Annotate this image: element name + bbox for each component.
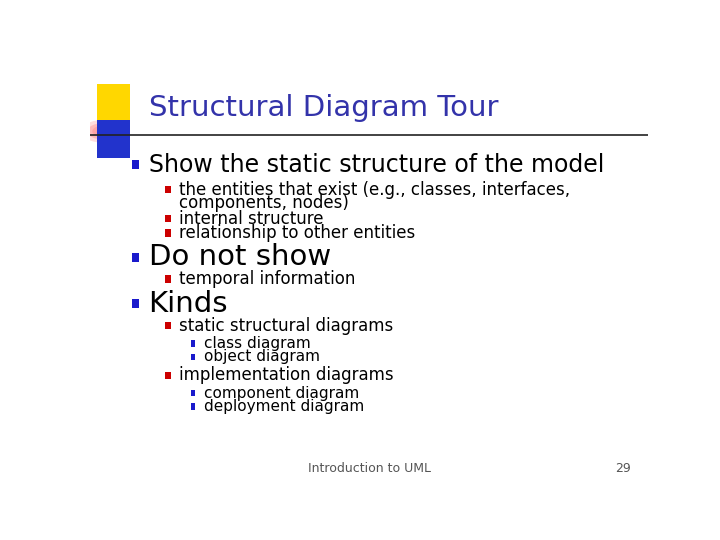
Bar bbox=[132, 253, 140, 262]
Bar bbox=[97, 120, 130, 158]
Text: temporal information: temporal information bbox=[179, 270, 356, 288]
Text: implementation diagrams: implementation diagrams bbox=[179, 367, 394, 384]
Bar bbox=[191, 340, 195, 347]
Text: 29: 29 bbox=[616, 462, 631, 475]
Text: class diagram: class diagram bbox=[204, 336, 311, 351]
Text: relationship to other entities: relationship to other entities bbox=[179, 224, 415, 242]
Bar bbox=[191, 390, 195, 396]
Bar bbox=[132, 299, 140, 308]
Ellipse shape bbox=[92, 125, 116, 137]
Bar bbox=[166, 230, 171, 237]
Bar bbox=[191, 354, 195, 360]
Ellipse shape bbox=[96, 127, 112, 135]
Text: the entities that exist (e.g., classes, interfaces,: the entities that exist (e.g., classes, … bbox=[179, 180, 570, 199]
Bar bbox=[97, 84, 130, 122]
Text: static structural diagrams: static structural diagrams bbox=[179, 316, 394, 334]
Text: object diagram: object diagram bbox=[204, 349, 320, 364]
Text: Do not show: Do not show bbox=[148, 244, 331, 271]
Text: Structural Diagram Tour: Structural Diagram Tour bbox=[148, 94, 498, 123]
Bar bbox=[166, 372, 171, 379]
Text: internal structure: internal structure bbox=[179, 210, 324, 228]
Bar bbox=[132, 160, 140, 169]
Text: component diagram: component diagram bbox=[204, 386, 360, 401]
Text: Introduction to UML: Introduction to UML bbox=[307, 462, 431, 475]
Text: components, nodes): components, nodes) bbox=[179, 194, 349, 212]
Text: Show the static structure of the model: Show the static structure of the model bbox=[148, 153, 604, 177]
Ellipse shape bbox=[87, 123, 121, 140]
Ellipse shape bbox=[81, 120, 127, 143]
Bar bbox=[166, 186, 171, 193]
Text: Kinds: Kinds bbox=[148, 290, 228, 318]
Bar bbox=[191, 403, 195, 410]
Bar bbox=[166, 275, 171, 282]
Text: deployment diagram: deployment diagram bbox=[204, 399, 364, 414]
Bar bbox=[166, 215, 171, 222]
Bar bbox=[166, 322, 171, 329]
